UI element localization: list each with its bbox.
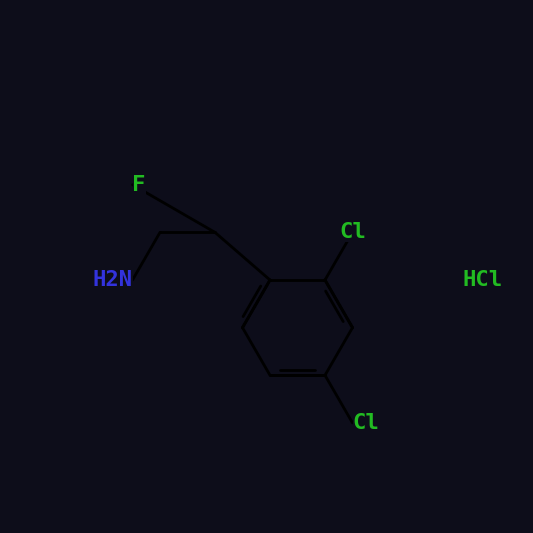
- Text: F: F: [133, 175, 146, 195]
- FancyBboxPatch shape: [101, 270, 133, 290]
- Text: HCl: HCl: [463, 270, 503, 290]
- FancyBboxPatch shape: [463, 270, 494, 290]
- Text: Cl: Cl: [352, 413, 379, 433]
- FancyBboxPatch shape: [342, 222, 364, 243]
- FancyBboxPatch shape: [352, 413, 375, 433]
- FancyBboxPatch shape: [133, 175, 146, 195]
- Text: H2N: H2N: [92, 270, 133, 290]
- Text: Cl: Cl: [339, 222, 366, 243]
